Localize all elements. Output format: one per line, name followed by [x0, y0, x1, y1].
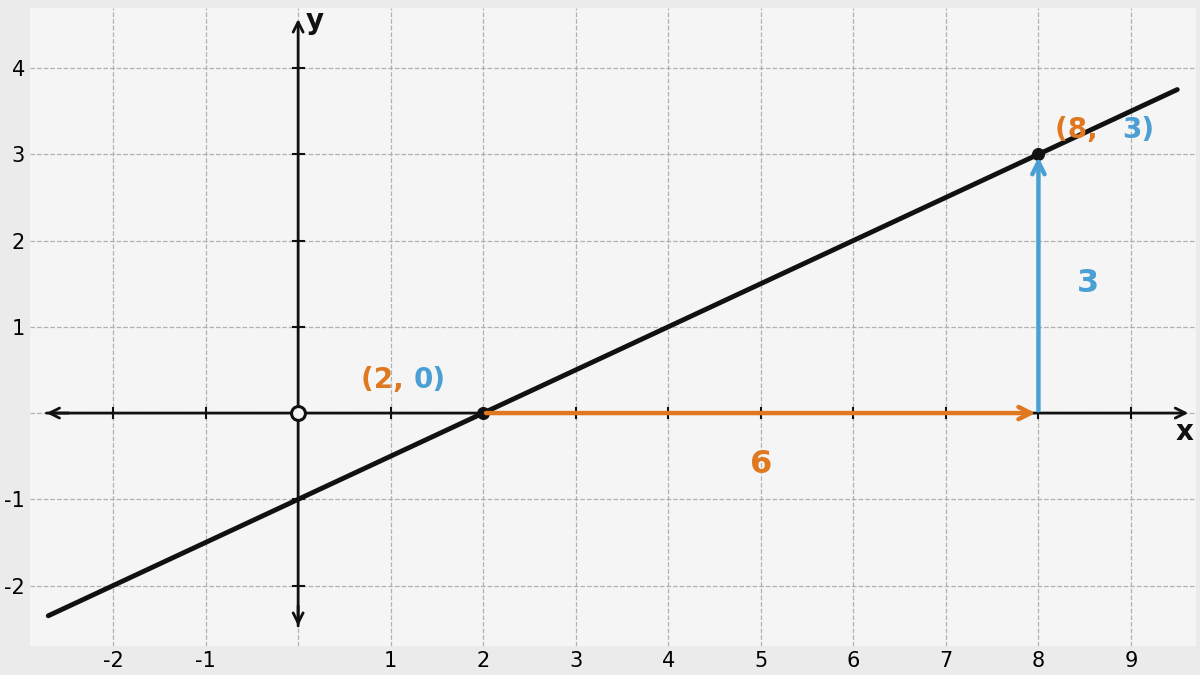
- Point: [474, 408, 493, 418]
- Text: 3: 3: [1078, 268, 1099, 299]
- Point: [1028, 149, 1048, 160]
- Text: (8,: (8,: [1055, 116, 1108, 144]
- Text: 3): 3): [1122, 116, 1154, 144]
- Text: x: x: [1176, 418, 1194, 446]
- Text: (2,: (2,: [361, 366, 414, 394]
- Text: y: y: [306, 7, 324, 34]
- Text: 6: 6: [750, 450, 772, 481]
- Text: 0): 0): [414, 366, 446, 394]
